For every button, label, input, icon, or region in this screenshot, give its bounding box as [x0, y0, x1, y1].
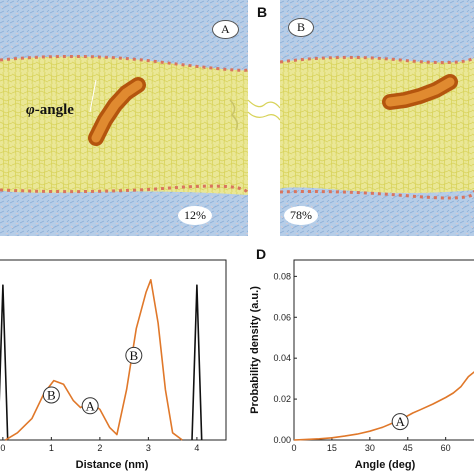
y-tick-label: 0.04: [273, 353, 291, 363]
annotation-b: B: [42, 386, 60, 404]
svg-text:B: B: [129, 348, 138, 363]
snapshot-a-label: A: [212, 20, 239, 39]
connector-lipids: [248, 99, 280, 121]
annotation-a: A: [81, 397, 99, 415]
percent-label-b: 78%: [284, 206, 318, 225]
x-tick-label: 0: [0, 443, 5, 453]
x-tick-label: 60: [441, 443, 451, 453]
y-tick-label: 0.06: [273, 312, 291, 322]
x-tick-label: 1: [49, 443, 54, 453]
series-line-1: [0, 284, 9, 441]
y-axis-title: Probability density (a.u.): [249, 286, 261, 414]
angle-distribution-chart: 0 15 30 45 60 0.00 0.02 0.04 0.06 0.08 A Angle (deg…: [249, 259, 474, 471]
panel-letter-d: D: [256, 246, 267, 262]
x-tick-label: 0: [291, 443, 296, 453]
svg-text:A: A: [85, 398, 95, 413]
embedded-molecule-b: [382, 74, 458, 110]
y-tick-label: 0.02: [273, 394, 291, 404]
svg-text:B: B: [47, 388, 56, 403]
x-tick-label: 3: [146, 443, 151, 453]
x-tick-label: 15: [327, 443, 337, 453]
annotation-b: B: [125, 346, 143, 364]
x-tick-label: 45: [403, 443, 413, 453]
x-tick-label: 4: [194, 443, 199, 453]
plot-frame: [0, 259, 227, 441]
snapshot-b-label: B: [288, 18, 315, 37]
plot-frame: [293, 259, 474, 441]
percent-label-a: 12%: [178, 206, 212, 225]
y-tick-label: 0.08: [273, 271, 291, 281]
x-axis-title: Angle (deg): [355, 459, 416, 471]
embedded-molecule-a: [88, 77, 146, 146]
series-line-1: [293, 371, 474, 441]
series-line-2: [191, 284, 203, 441]
distance-profile-chart: 0 1 2 3 4 B A B Distance (nm): [0, 259, 227, 471]
membrane-drawing-b: [280, 0, 474, 236]
svg-text:A: A: [395, 414, 405, 429]
membrane-snapshot-a: A φ-angle 12%: [0, 0, 248, 236]
x-tick-label: 30: [365, 443, 375, 453]
series-line-3: [4, 279, 183, 441]
panel-letter-b: B: [257, 4, 268, 20]
x-tick-label: 2: [97, 443, 102, 453]
phi-angle-label: φ-angle: [26, 102, 74, 118]
x-axis-title: Distance (nm): [76, 459, 149, 471]
membrane-snapshot-b: B 78%: [280, 0, 474, 236]
annotation-a: A: [391, 413, 409, 431]
y-tick-label: 0.00: [273, 435, 291, 445]
membrane-drawing-a: [0, 0, 248, 236]
